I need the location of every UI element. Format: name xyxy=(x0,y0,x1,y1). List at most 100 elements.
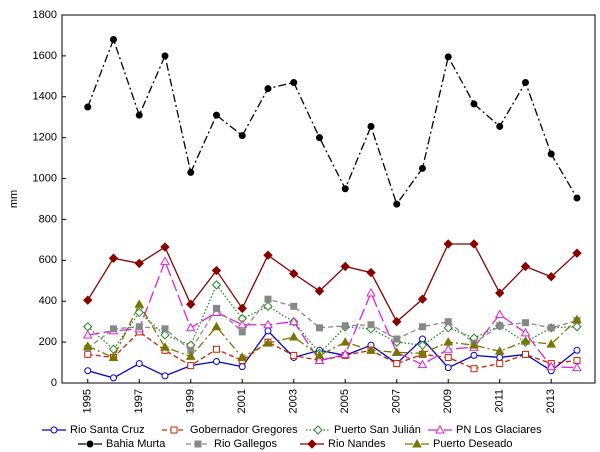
legend-marker xyxy=(435,424,445,434)
data-point xyxy=(264,295,272,303)
x-tick-label: 2009 xyxy=(442,389,454,413)
data-point xyxy=(134,299,145,308)
data-point xyxy=(340,261,350,272)
series-line xyxy=(87,37,578,206)
data-point xyxy=(82,329,93,339)
legend-label: Gobernador Gregores xyxy=(190,424,298,436)
data-point xyxy=(185,322,196,332)
series-line xyxy=(87,298,578,352)
data-point xyxy=(109,374,117,382)
y-tick-label: 800 xyxy=(39,213,57,225)
data-point xyxy=(341,185,349,193)
data-point xyxy=(572,248,582,258)
data-point xyxy=(444,53,452,61)
series-line xyxy=(87,331,578,370)
data-point xyxy=(546,361,557,371)
data-point xyxy=(547,324,555,332)
legend-marker xyxy=(86,440,94,448)
data-point xyxy=(161,52,169,60)
data-point xyxy=(340,349,351,358)
legend-marker xyxy=(412,438,422,448)
data-point xyxy=(290,351,298,359)
legend-marker xyxy=(194,440,202,448)
legend-marker xyxy=(307,439,317,449)
y-tick-label: 400 xyxy=(39,295,57,307)
data-point xyxy=(393,200,401,208)
data-point xyxy=(496,360,504,368)
series-line xyxy=(87,259,578,369)
data-point xyxy=(494,309,505,319)
data-point xyxy=(470,351,478,359)
data-point xyxy=(186,299,196,309)
data-point xyxy=(211,265,222,276)
data-point xyxy=(314,286,325,296)
y-tick-label: 1600 xyxy=(33,50,57,62)
series-line xyxy=(87,302,578,359)
data-point xyxy=(238,363,246,371)
data-point xyxy=(572,362,582,372)
data-point xyxy=(264,327,272,335)
data-point xyxy=(315,324,323,332)
data-point xyxy=(547,150,555,158)
y-tick-label: 1000 xyxy=(33,172,57,184)
data-point xyxy=(288,331,299,341)
data-point xyxy=(521,350,529,358)
data-point xyxy=(263,301,273,312)
data-point xyxy=(109,325,117,333)
data-point xyxy=(495,288,505,298)
legend-label: Bahia Murta xyxy=(106,438,166,450)
data-point xyxy=(443,337,454,346)
data-point xyxy=(573,194,581,202)
data-point xyxy=(134,258,144,269)
data-point xyxy=(417,348,428,357)
x-tick-label: 2013 xyxy=(545,389,557,413)
data-point xyxy=(367,122,375,130)
data-point xyxy=(161,372,169,380)
data-point xyxy=(82,341,93,350)
data-point xyxy=(84,350,92,358)
data-point xyxy=(211,280,222,290)
data-point xyxy=(84,103,92,111)
x-tick-label: 2001 xyxy=(236,389,248,413)
data-point xyxy=(135,360,143,368)
data-point xyxy=(392,316,402,327)
data-point xyxy=(211,321,222,331)
x-tick-label: 2003 xyxy=(288,389,300,413)
legend-label: Rio Nandes xyxy=(328,438,386,450)
data-point xyxy=(108,352,119,361)
data-point xyxy=(494,346,505,355)
data-point xyxy=(290,78,298,86)
y-tick-label: 0 xyxy=(51,377,57,389)
data-point xyxy=(340,337,351,346)
data-point xyxy=(341,322,349,330)
data-point xyxy=(443,323,453,333)
data-point xyxy=(496,322,504,330)
data-point xyxy=(572,322,582,332)
data-point xyxy=(212,345,220,353)
data-point xyxy=(520,261,531,272)
data-point xyxy=(290,302,298,310)
legend-label: Puerto Deseado xyxy=(433,438,513,450)
data-point xyxy=(160,256,170,265)
data-point xyxy=(393,335,401,343)
data-point xyxy=(108,253,119,263)
data-point xyxy=(366,288,376,297)
data-point xyxy=(83,295,93,305)
data-point xyxy=(418,164,426,172)
data-point xyxy=(238,132,246,140)
data-point xyxy=(237,303,247,314)
y-tick-label: 1800 xyxy=(33,9,57,21)
data-point xyxy=(109,36,117,44)
x-tick-label: 1997 xyxy=(133,389,145,413)
data-point xyxy=(520,336,531,345)
data-point xyxy=(572,314,582,324)
data-point xyxy=(367,321,375,329)
legend-marker xyxy=(50,426,58,434)
data-point xyxy=(573,346,581,354)
data-point xyxy=(314,350,325,359)
y-tick-label: 1400 xyxy=(33,91,57,103)
data-point xyxy=(135,323,143,331)
data-point xyxy=(366,267,376,278)
legend-label: PN Los Glaciares xyxy=(456,424,542,436)
